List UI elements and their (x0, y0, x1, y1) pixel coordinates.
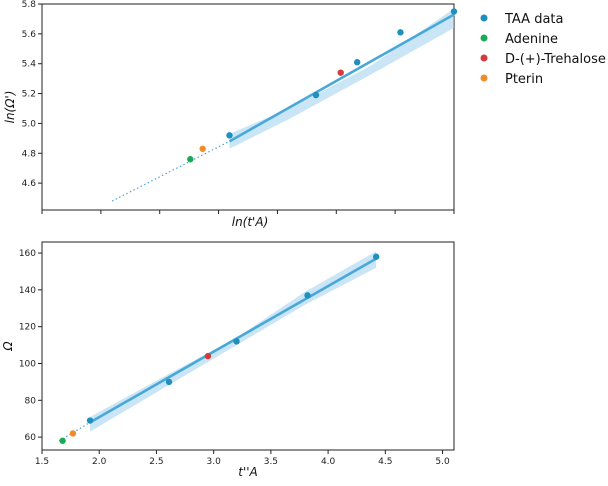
bottom-point-adenine (59, 437, 66, 444)
bottom-point-taa-data (86, 417, 94, 424)
legend-marker-pterin (480, 74, 488, 82)
legend: TAA data Adenine D-(+)-Trehalose Pterin (480, 12, 606, 87)
bottom-y-tick-label: 100 (19, 359, 36, 369)
top-x-ticks (41, 210, 455, 214)
bottom-point-taa-data (233, 338, 240, 345)
bottom-x-tick-label: 3.0 (207, 457, 222, 467)
top-point-taa-data (450, 8, 458, 15)
legend-marker-adenine (480, 34, 488, 42)
bottom-x-tick-label: 3.5 (264, 457, 278, 467)
bottom-y-tick-label: 160 (19, 249, 36, 259)
top-x-axis-label: ln(t'A) (232, 215, 269, 229)
bottom-point-d-trehalose (204, 352, 212, 360)
top-confidence-band (229, 8, 454, 149)
top-fit-line (111, 13, 455, 202)
bottom-regression-line (89, 257, 377, 424)
top-y-tick-label: 5.4 (22, 60, 37, 70)
legend-item-trehalose: D-(+)-Trehalose (480, 52, 606, 67)
top-point-taa-data (226, 132, 233, 139)
legend-label-trehalose: D-(+)-Trehalose (505, 52, 606, 67)
bottom-point-taa-data (372, 253, 380, 260)
bottom-x-ticks: 1.5 2.0 2.5 3.0 3.5 4.0 4.5 5.0 (35, 450, 450, 467)
bottom-y-ticks: 60 80 100 120 140 160 (19, 249, 42, 443)
top-y-tick-label: 4.8 (22, 149, 37, 159)
legend-label-adenine: Adenine (505, 32, 558, 47)
top-plot-frame (41, 3, 455, 211)
top-point-d-trehalose (337, 69, 344, 76)
bottom-plot-frame (41, 241, 455, 451)
bottom-x-tick-label: 2.5 (149, 457, 163, 467)
bottom-x-axis-label: t''A (238, 465, 258, 479)
bottom-points (59, 253, 380, 444)
top-point-taa-data (353, 59, 361, 66)
top-y-tick-label: 5.0 (22, 119, 37, 129)
bottom-x-tick-label: 4.5 (378, 457, 392, 467)
bottom-panel: 60 80 100 120 140 160 1.5 2.0 2.5 3.0 3.5 4.0 4.5 5.… (1, 241, 455, 479)
bottom-y-tick-label: 80 (25, 396, 37, 406)
bottom-x-tick-label: 2.0 (92, 457, 107, 467)
legend-item-pterin: Pterin (480, 72, 543, 87)
bottom-y-tick-label: 120 (19, 323, 36, 333)
bottom-point-taa-data (165, 378, 173, 386)
top-point-taa-data (312, 91, 320, 99)
legend-marker-taa (480, 14, 488, 22)
top-y-ticks: 4.6 4.8 5.0 5.2 5.4 5.6 5.8 (22, 0, 42, 189)
bottom-y-tick-label: 140 (19, 286, 36, 296)
legend-label-taa: TAA data (504, 12, 564, 27)
top-band-area (229, 8, 454, 149)
top-extrapolation-line (111, 140, 230, 202)
bottom-fit-line (58, 257, 377, 442)
top-points (187, 8, 458, 163)
bottom-y-tick-label: 60 (25, 433, 37, 443)
top-panel: 4.6 4.8 5.0 5.2 5.4 5.6 5.8 ln(t'A) ln(Ω') (3, 0, 458, 229)
legend-label-pterin: Pterin (505, 72, 543, 87)
bottom-point-pterin (69, 430, 77, 437)
top-point-taa-data (397, 29, 404, 36)
top-point-adenine (187, 156, 194, 163)
legend-item-adenine: Adenine (480, 32, 558, 47)
top-regression-line (228, 13, 455, 143)
bottom-x-tick-label: 5.0 (435, 457, 450, 467)
top-y-tick-label: 5.8 (22, 0, 37, 10)
top-y-tick-label: 5.6 (22, 30, 37, 40)
legend-marker-trehalose (480, 54, 488, 62)
top-y-tick-label: 5.2 (22, 90, 36, 100)
legend-item-taa: TAA data (480, 12, 564, 27)
top-point-pterin (199, 145, 206, 152)
top-y-tick-label: 4.6 (22, 179, 37, 189)
bottom-x-tick-label: 4.0 (321, 457, 336, 467)
bottom-point-taa-data (304, 292, 311, 299)
top-y-axis-label: ln(Ω') (3, 91, 17, 124)
bottom-x-tick-label: 1.5 (35, 457, 49, 467)
bottom-y-axis-label: Ω (1, 341, 15, 352)
